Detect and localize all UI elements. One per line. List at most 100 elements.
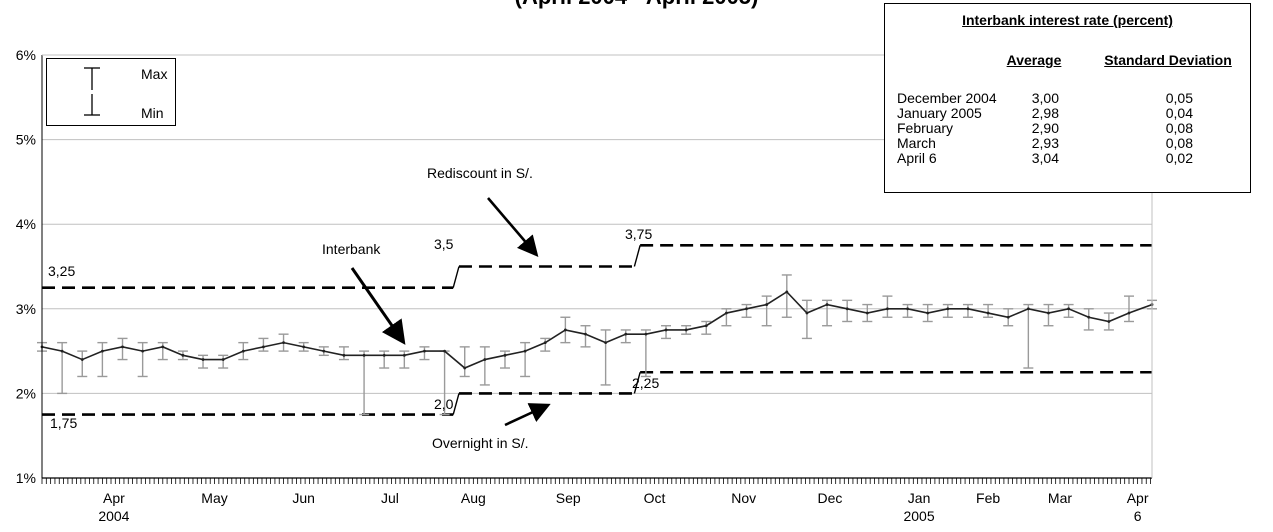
x-tick-label: Dec [817, 490, 842, 506]
x-tick-label: Nov [731, 490, 756, 506]
interbank-point [825, 303, 829, 306]
stats-month: January 2005 [897, 105, 982, 121]
interbank-point [1127, 311, 1131, 315]
interbank-point [704, 324, 708, 328]
rediscount-step [633, 245, 641, 267]
chart-title: (April 2004 - April 2005) [0, 0, 1273, 10]
annotation-label: 3,25 [48, 263, 75, 279]
x-tick-label: Apr [103, 490, 125, 506]
legend: Max Min [46, 58, 176, 126]
interbank-point [362, 353, 366, 357]
interbank-point [1087, 315, 1091, 319]
x-tick-label: Oct [644, 490, 666, 506]
stats-average: 2,98 [1031, 105, 1059, 121]
interbank-point [986, 311, 990, 315]
interbank-point [906, 307, 909, 311]
interbank-point [221, 358, 225, 361]
stats-month: March [897, 135, 936, 151]
interbank-point [624, 332, 628, 336]
interbank-point [463, 366, 467, 370]
interbank-point [725, 311, 728, 315]
x-tick-label: Feb [976, 490, 1000, 506]
interbank-point [543, 341, 547, 345]
overnight-arrow [504, 403, 551, 427]
annotation-label: 3,75 [625, 226, 652, 242]
interbank-point [241, 349, 245, 353]
stats-average: 2,93 [1031, 135, 1059, 151]
y-tick-label: 6% [16, 47, 36, 63]
interbank-point [664, 328, 668, 332]
annotation-label: 3,5 [434, 236, 454, 252]
interbank-point [886, 307, 889, 311]
interbank-point [322, 349, 326, 353]
interbank-point [946, 307, 950, 311]
stats-row: April 6 3,04 0,02 [897, 151, 1242, 166]
interbank-point [684, 328, 688, 332]
interbank-point [402, 353, 406, 357]
interbank-point [785, 290, 789, 294]
y-tick-label: 3% [16, 301, 36, 317]
interbank-point [161, 345, 165, 349]
stats-month: April 6 [897, 150, 937, 166]
x-tick-label: Jun [292, 490, 315, 506]
annotation-label: 1,75 [50, 415, 77, 431]
stats-box: Interbank interest rate (percent) Averag… [884, 3, 1251, 193]
interbank-point [1107, 320, 1111, 323]
interbank-point [563, 328, 567, 332]
overnight-step [452, 393, 460, 415]
stats-sd: 0,08 [1165, 135, 1193, 151]
stats-heading: Interbank interest rate (percent) [962, 12, 1173, 28]
stats-col-average: Average [1006, 52, 1062, 68]
stats-row: February 2,90 0,08 [897, 121, 1242, 136]
stats-average: 3,04 [1031, 150, 1059, 166]
interbank-point [845, 307, 849, 311]
interbank-point [1006, 315, 1010, 319]
legend-max-label: Max [141, 66, 168, 82]
x-tick-label: May [201, 490, 227, 506]
interbank-point [644, 332, 648, 336]
legend-min-label: Min [141, 105, 164, 121]
interbank-point [483, 358, 487, 361]
interbank-point [865, 311, 869, 315]
x-tick-label: Apr [1127, 490, 1149, 506]
stats-sd: 0,05 [1165, 90, 1193, 106]
y-tick-label: 5% [16, 132, 36, 148]
interbank-layer [37, 274, 1157, 416]
x-tick-sublabel: 6 [1134, 508, 1142, 524]
interbank-point [805, 311, 809, 315]
stats-sd: 0,02 [1165, 150, 1193, 166]
stats-sd: 0,08 [1165, 120, 1193, 136]
annotation-label: Overnight in S/. [432, 435, 529, 451]
interbank-point [443, 349, 446, 353]
interbank-point [80, 358, 84, 361]
interbank-point [1047, 311, 1050, 315]
stats-sd: 0,04 [1165, 105, 1193, 121]
interbank-point [584, 332, 587, 336]
y-tick-label: 1% [16, 470, 36, 486]
rediscount-arrow [487, 197, 539, 257]
stats-rows: December 2004 3,00 0,05 January 2005 2,9… [897, 91, 1242, 166]
x-tick-label: Mar [1048, 490, 1072, 506]
stats-month: February [897, 120, 954, 136]
stats-col-sd: Standard Deviation [1104, 52, 1232, 68]
interbank-point [503, 353, 507, 357]
x-tick-label: Aug [461, 490, 486, 506]
interbank-point [523, 349, 527, 353]
x-tick-label: Jan [908, 490, 931, 506]
interbank-point [100, 349, 104, 353]
stats-row: December 2004 3,00 0,05 [897, 91, 1242, 106]
stats-row: January 2005 2,98 0,04 [897, 106, 1242, 121]
stats-average: 2,90 [1031, 120, 1059, 136]
legend-range-icon [84, 67, 100, 116]
interbank-point [141, 349, 145, 353]
annotation-label: 2,0 [434, 396, 454, 412]
interbank-point [745, 307, 748, 311]
interbank-point [262, 345, 265, 349]
interbank-point [966, 307, 970, 311]
interbank-point [302, 345, 306, 349]
annotation-label: 2,25 [632, 375, 659, 391]
annotation-label: Rediscount in S/. [427, 165, 533, 181]
interbank-point [60, 349, 64, 353]
interbank-point [282, 341, 285, 345]
